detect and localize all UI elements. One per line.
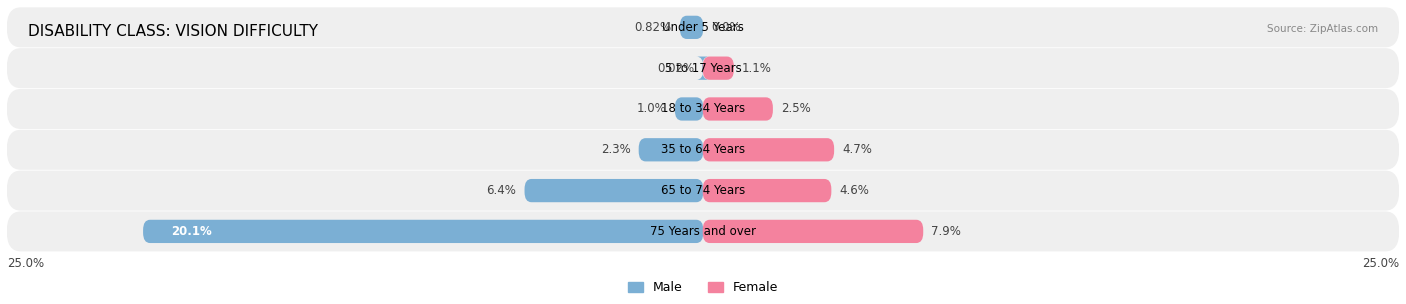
- Text: 0.0%: 0.0%: [711, 21, 741, 34]
- Text: 1.1%: 1.1%: [742, 62, 772, 75]
- Text: 6.4%: 6.4%: [486, 184, 516, 197]
- Text: 1.0%: 1.0%: [637, 102, 666, 116]
- FancyBboxPatch shape: [524, 179, 703, 202]
- Text: Source: ZipAtlas.com: Source: ZipAtlas.com: [1267, 24, 1378, 34]
- Text: 75 Years and over: 75 Years and over: [650, 225, 756, 238]
- FancyBboxPatch shape: [703, 220, 924, 243]
- FancyBboxPatch shape: [681, 16, 703, 39]
- FancyBboxPatch shape: [7, 7, 1399, 47]
- FancyBboxPatch shape: [696, 57, 709, 80]
- Text: 25.0%: 25.0%: [1362, 257, 1399, 270]
- Text: 4.6%: 4.6%: [839, 184, 869, 197]
- Text: 20.1%: 20.1%: [172, 225, 212, 238]
- Text: Under 5 Years: Under 5 Years: [662, 21, 744, 34]
- FancyBboxPatch shape: [7, 48, 1399, 88]
- Text: DISABILITY CLASS: VISION DIFFICULTY: DISABILITY CLASS: VISION DIFFICULTY: [28, 24, 318, 39]
- FancyBboxPatch shape: [703, 97, 773, 121]
- Text: 7.9%: 7.9%: [931, 225, 962, 238]
- Text: 2.3%: 2.3%: [600, 143, 631, 156]
- Text: 4.7%: 4.7%: [842, 143, 872, 156]
- Text: 25.0%: 25.0%: [7, 257, 44, 270]
- FancyBboxPatch shape: [703, 57, 734, 80]
- Text: 5 to 17 Years: 5 to 17 Years: [665, 62, 741, 75]
- FancyBboxPatch shape: [638, 138, 703, 161]
- FancyBboxPatch shape: [7, 171, 1399, 211]
- Text: 35 to 64 Years: 35 to 64 Years: [661, 143, 745, 156]
- FancyBboxPatch shape: [7, 130, 1399, 170]
- FancyBboxPatch shape: [7, 89, 1399, 129]
- Text: 18 to 34 Years: 18 to 34 Years: [661, 102, 745, 116]
- Text: 2.5%: 2.5%: [780, 102, 811, 116]
- FancyBboxPatch shape: [703, 179, 831, 202]
- FancyBboxPatch shape: [675, 97, 703, 121]
- Text: 65 to 74 Years: 65 to 74 Years: [661, 184, 745, 197]
- FancyBboxPatch shape: [143, 220, 703, 243]
- Text: 0.82%: 0.82%: [634, 21, 672, 34]
- Text: 0.02%: 0.02%: [657, 62, 695, 75]
- FancyBboxPatch shape: [703, 138, 834, 161]
- Legend: Male, Female: Male, Female: [623, 276, 783, 299]
- FancyBboxPatch shape: [7, 211, 1399, 251]
